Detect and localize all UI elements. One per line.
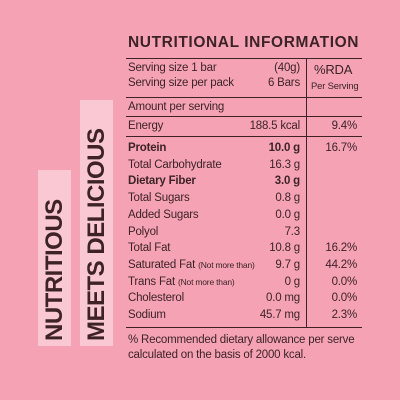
serving-label: Serving size 1 bar (128, 62, 217, 74)
row-note: (Not more than) (177, 276, 235, 287)
footnote: calculated on the basis of 2000 kcal. (128, 349, 306, 361)
side-strip (80, 100, 113, 346)
row-value: 0.8 g (275, 192, 300, 205)
footnote: % Recommended dietary allowance per serv… (128, 334, 355, 346)
row-value: 16.3 g (269, 158, 300, 171)
row-value: 9.7 g (275, 258, 300, 271)
row-label-text: Saturated Fat (128, 258, 196, 271)
row-value: 188.5 kcal (249, 120, 301, 132)
row-rda: 9.4% (331, 120, 358, 132)
row-label-text: Cholesterol (128, 292, 184, 305)
serving-label: Serving size per pack (128, 77, 234, 89)
row-label: Total Carbohydrate (128, 158, 222, 172)
row-rda: 16.2% (325, 242, 357, 255)
row-label: Trans Fat (Not more than) (128, 275, 235, 289)
row-value: 45.7 mg (259, 309, 300, 321)
row-rda: 0.0% (331, 292, 358, 305)
row-label: Added Sugars (128, 208, 199, 222)
row-value: 0 g (284, 275, 301, 288)
row-rda: 0.0% (331, 275, 358, 288)
row-label: Sodium (128, 308, 166, 322)
row-value: 3.0 g (274, 175, 300, 188)
rule (126, 58, 362, 59)
rda-header: %RDA (314, 62, 353, 77)
row-label-text: Sodium (128, 309, 166, 321)
row-rda: 16.7% (325, 142, 357, 154)
row-label-text: Dietary Fiber (128, 175, 196, 188)
row-label: Cholesterol (128, 291, 184, 305)
row-value: 10.8 g (269, 242, 300, 255)
rule (126, 136, 362, 137)
row-label: Saturated Fat (Not more than) (128, 258, 255, 272)
row-rda: 44.2% (325, 258, 357, 271)
row-label: Energy (128, 120, 164, 132)
row-value: 0.0 g (275, 208, 300, 221)
row-value: 7.3 (284, 225, 301, 238)
serving-value: 6 Bars (267, 77, 300, 89)
row-label-text: Total Sugars (128, 192, 190, 205)
row-label: Total Fat (128, 241, 171, 255)
row-value: 0.0 mg (266, 292, 300, 305)
row-label-text: Trans Fat (128, 275, 175, 288)
tagline: MEETS DELICIOUS (83, 128, 110, 341)
rule (126, 116, 362, 117)
row-label-text: Protein (128, 142, 167, 154)
rule (126, 97, 362, 98)
side-strip (38, 170, 71, 346)
row-label: Dietary Fiber (128, 174, 196, 188)
row-label: Polyol (128, 225, 158, 239)
row-value: 10.0 g (268, 142, 301, 154)
column-divider (306, 58, 307, 327)
rda-subheader: Per Serving (311, 81, 359, 92)
row-label-text: Polyol (128, 225, 159, 238)
tagline: NUTRITIOUS (41, 199, 68, 341)
row-label: Protein (128, 141, 166, 155)
row-label-text: Total Carbohydrate (128, 158, 222, 171)
serving-value: (40g) (274, 62, 300, 74)
row-label: Total Sugars (128, 191, 190, 205)
row-label-text: Total Fat (128, 242, 171, 255)
row-rda: 2.3% (331, 309, 358, 321)
row-note: (Not more than) (198, 259, 255, 270)
rule (126, 327, 362, 328)
amount-header: Amount per serving (128, 101, 225, 113)
row-label-text: Added Sugars (128, 208, 199, 221)
title: NUTRITIONAL INFORMATION (128, 34, 360, 51)
